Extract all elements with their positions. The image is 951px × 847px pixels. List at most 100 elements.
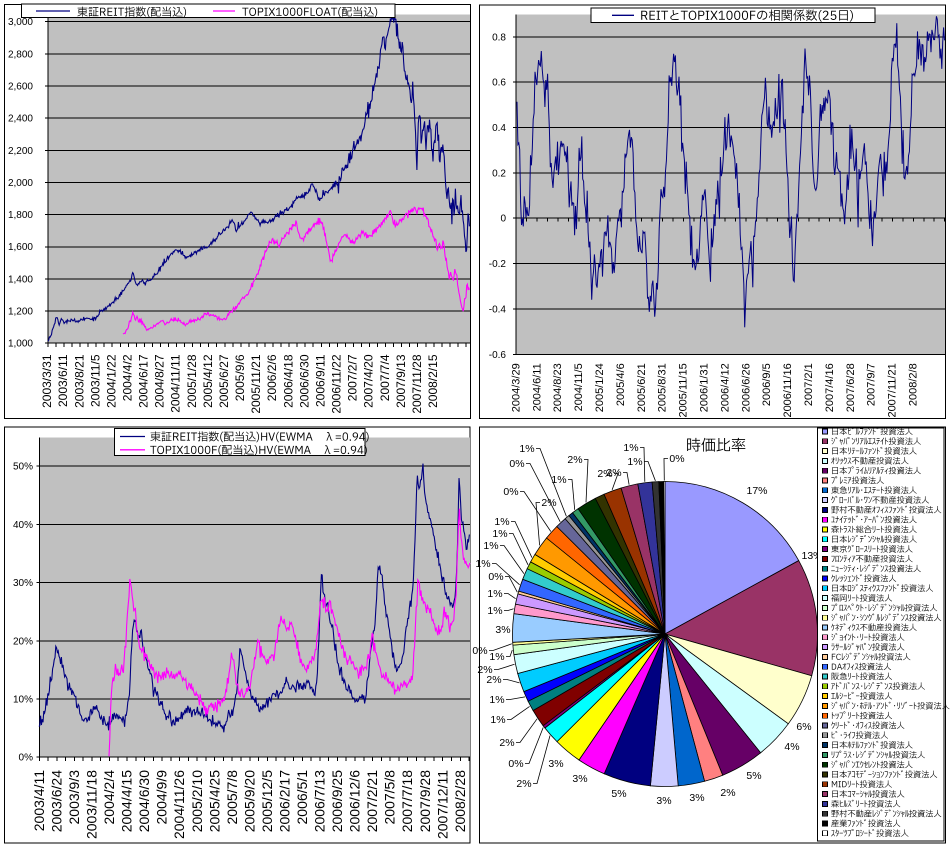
svg-text:0: 0	[500, 214, 506, 225]
svg-text:2005/11/15: 2005/11/15	[678, 363, 690, 417]
svg-text:2004/2/4: 2004/2/4	[101, 770, 117, 825]
svg-text:-0.6: -0.6	[489, 350, 507, 361]
svg-text:2007/7/4: 2007/7/4	[378, 354, 392, 401]
svg-text:2007/11/28: 2007/11/28	[410, 354, 424, 413]
svg-text:2005/4/6: 2005/4/6	[615, 363, 627, 406]
svg-text:2007/9/28: 2007/9/28	[417, 770, 433, 832]
svg-text:2004/8/27: 2004/8/27	[153, 354, 167, 408]
svg-text:2,200: 2,200	[8, 146, 33, 157]
svg-text:2%: 2%	[567, 454, 582, 466]
svg-text:1,400: 1,400	[8, 274, 33, 285]
svg-text:10%: 10%	[13, 695, 33, 706]
svg-text:2005/9/6: 2005/9/6	[233, 354, 247, 401]
svg-text:0%: 0%	[488, 571, 503, 583]
svg-text:-0.4: -0.4	[489, 304, 507, 315]
svg-text:6%: 6%	[796, 721, 811, 733]
svg-text:2006/11/22: 2006/11/22	[330, 354, 344, 413]
svg-text:2%: 2%	[720, 787, 735, 799]
svg-text:4%: 4%	[784, 741, 799, 753]
svg-text:2005/8/31: 2005/8/31	[657, 363, 669, 412]
svg-text:2008/2/8: 2008/2/8	[908, 363, 920, 406]
svg-text:0%: 0%	[19, 753, 34, 764]
svg-text:2005/7/8: 2005/7/8	[224, 770, 240, 825]
svg-text:2007/2/21: 2007/2/21	[364, 770, 380, 832]
svg-text:2006/11/16: 2006/11/16	[782, 363, 794, 417]
svg-text:2007/11/21: 2007/11/21	[887, 363, 899, 417]
svg-text:2%: 2%	[606, 467, 621, 479]
svg-text:1%: 1%	[487, 588, 502, 600]
svg-text:3%: 3%	[656, 795, 671, 807]
svg-text:1,800: 1,800	[8, 210, 33, 221]
svg-text:2005/1/28: 2005/1/28	[185, 354, 199, 408]
svg-text:40%: 40%	[13, 520, 33, 531]
svg-text:2008/2/15: 2008/2/15	[426, 354, 440, 408]
svg-text:5%: 5%	[746, 770, 761, 782]
svg-text:2004/8/23: 2004/8/23	[552, 363, 564, 412]
svg-text:2003/3/31: 2003/3/31	[40, 354, 54, 408]
svg-text:2003/6/24: 2003/6/24	[48, 770, 64, 832]
svg-text:17%: 17%	[746, 485, 767, 497]
svg-text:3,000: 3,000	[8, 17, 33, 28]
svg-text:2007/12/11: 2007/12/11	[434, 770, 450, 839]
svg-text:2006/9/25: 2006/9/25	[329, 770, 345, 832]
svg-text:2003/8/21: 2003/8/21	[72, 354, 86, 408]
svg-text:1%: 1%	[475, 558, 490, 570]
svg-text:1%: 1%	[627, 456, 642, 468]
svg-text:0%: 0%	[503, 486, 518, 498]
svg-text:2003/4/11: 2003/4/11	[31, 770, 47, 831]
svg-text:2004/11/26: 2004/11/26	[171, 770, 187, 839]
svg-text:2007/4/20: 2007/4/20	[362, 354, 376, 408]
svg-text:3%: 3%	[495, 624, 510, 636]
svg-text:30%: 30%	[13, 578, 33, 589]
svg-text:1%: 1%	[519, 443, 534, 455]
svg-text:2%: 2%	[541, 497, 556, 509]
svg-text:2003/9/3: 2003/9/3	[66, 770, 82, 825]
svg-text:2%: 2%	[477, 664, 492, 676]
svg-text:2006/4/18: 2006/4/18	[281, 354, 295, 408]
svg-text:5%: 5%	[611, 788, 626, 800]
svg-text:1,200: 1,200	[8, 307, 33, 318]
svg-text:0.6: 0.6	[492, 78, 506, 89]
svg-text:2004/4/2: 2004/4/2	[121, 354, 135, 401]
svg-text:2006/5/1: 2006/5/1	[294, 770, 310, 825]
svg-text:0%: 0%	[472, 645, 487, 657]
svg-text:2007/4/16: 2007/4/16	[824, 363, 836, 412]
svg-text:2007/5/8: 2007/5/8	[382, 770, 398, 825]
svg-text:2%: 2%	[597, 468, 612, 480]
svg-text:1%: 1%	[483, 540, 498, 552]
svg-text:0.2: 0.2	[492, 168, 506, 179]
svg-text:2004/6/17: 2004/6/17	[137, 354, 151, 408]
svg-text:2007/9/13: 2007/9/13	[394, 354, 408, 408]
svg-text:2005/11/21: 2005/11/21	[249, 354, 263, 413]
svg-text:0%: 0%	[669, 453, 684, 465]
svg-text:3%: 3%	[572, 773, 587, 785]
svg-text:0%: 0%	[508, 758, 523, 770]
svg-text:1,600: 1,600	[8, 242, 33, 253]
svg-text:2008/2/28: 2008/2/28	[452, 770, 468, 832]
svg-text:2005/4/12: 2005/4/12	[201, 354, 215, 408]
svg-text:2005/6/27: 2005/6/27	[217, 354, 231, 408]
svg-text:2006/12/6: 2006/12/6	[347, 770, 363, 832]
svg-text:2004/11/11: 2004/11/11	[169, 354, 183, 413]
svg-text:2,000: 2,000	[8, 178, 33, 189]
svg-text:1%: 1%	[492, 528, 507, 540]
svg-text:2007/7/18: 2007/7/18	[399, 770, 415, 832]
svg-text:2003/6/11: 2003/6/11	[56, 354, 70, 407]
svg-text:2007/9/7: 2007/9/7	[866, 363, 878, 406]
svg-text:2006/9/11: 2006/9/11	[314, 354, 328, 407]
svg-text:3%: 3%	[689, 792, 704, 804]
svg-text:2006/2/17: 2006/2/17	[277, 770, 293, 832]
svg-text:2,600: 2,600	[8, 82, 33, 93]
svg-text:20%: 20%	[13, 636, 33, 647]
svg-text:0%: 0%	[509, 458, 524, 470]
svg-text:2006/6/30: 2006/6/30	[297, 354, 311, 408]
svg-text:2004/11/5: 2004/11/5	[573, 363, 585, 411]
svg-text:2%: 2%	[516, 778, 531, 790]
svg-text:2006/6/26: 2006/6/26	[740, 363, 752, 412]
svg-text:2004/6/30: 2004/6/30	[136, 770, 152, 832]
svg-text:2005/4/25: 2005/4/25	[206, 770, 222, 832]
svg-text:2005/6/21: 2005/6/21	[636, 363, 648, 412]
svg-text:1%: 1%	[551, 474, 566, 486]
svg-text:1%: 1%	[494, 516, 509, 528]
svg-text:2007/6/28: 2007/6/28	[845, 363, 857, 412]
